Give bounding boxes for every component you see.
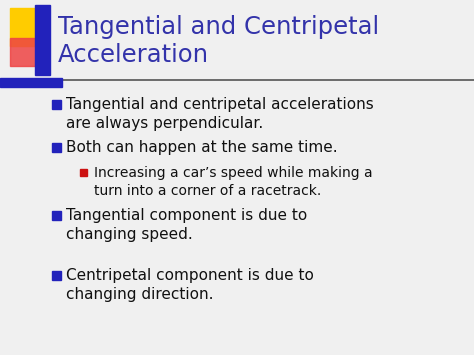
Text: Tangential and Centripetal
Acceleration: Tangential and Centripetal Acceleration bbox=[58, 15, 379, 67]
Text: Centripetal component is due to
changing direction.: Centripetal component is due to changing… bbox=[66, 268, 314, 302]
Text: Both can happen at the same time.: Both can happen at the same time. bbox=[66, 140, 337, 155]
Bar bbox=[52, 100, 61, 109]
Bar bbox=[0, 78, 62, 87]
Text: Tangential and centripetal accelerations
are always perpendicular.: Tangential and centripetal accelerations… bbox=[66, 97, 374, 131]
Bar bbox=[80, 169, 87, 176]
Bar bbox=[52, 143, 61, 152]
Bar bbox=[52, 271, 61, 280]
Bar bbox=[10, 8, 48, 46]
Bar bbox=[10, 38, 38, 66]
Text: Tangential component is due to
changing speed.: Tangential component is due to changing … bbox=[66, 208, 307, 242]
Bar bbox=[35, 5, 50, 75]
Bar bbox=[52, 211, 61, 220]
Text: Increasing a car’s speed while making a
turn into a corner of a racetrack.: Increasing a car’s speed while making a … bbox=[94, 166, 373, 198]
